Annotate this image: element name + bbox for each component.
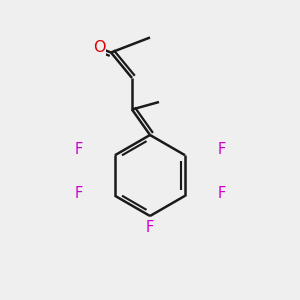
Text: F: F: [218, 186, 226, 201]
Text: F: F: [74, 142, 83, 158]
Text: F: F: [218, 142, 226, 158]
Text: F: F: [146, 220, 154, 236]
Text: O: O: [93, 40, 105, 56]
Text: F: F: [74, 186, 83, 201]
